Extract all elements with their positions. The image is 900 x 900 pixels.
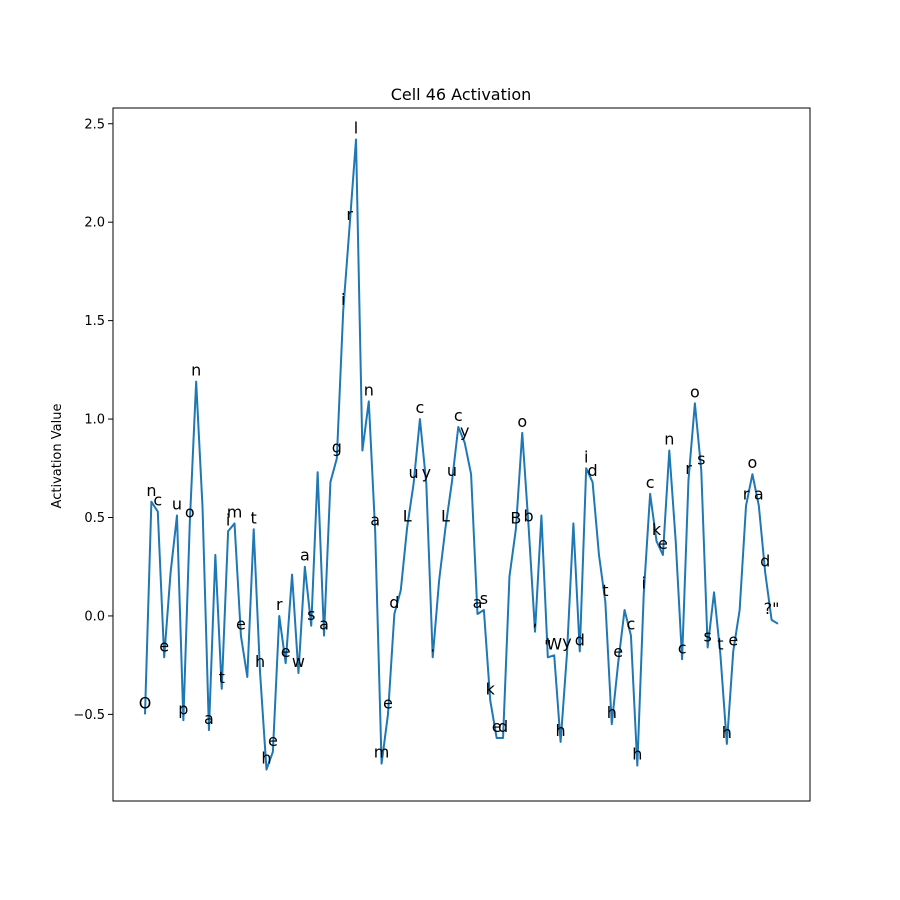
char-label: e	[728, 630, 738, 649]
activation-series-line	[144, 138, 779, 771]
char-label: o	[517, 412, 527, 431]
char-label: e	[159, 636, 169, 655]
char-label: h	[632, 745, 642, 764]
char-label: m	[227, 502, 243, 521]
char-label: r	[346, 205, 353, 224]
char-label: n	[364, 380, 374, 399]
char-label: n	[191, 361, 201, 380]
char-label: W	[546, 634, 562, 653]
char-label: r	[743, 485, 750, 504]
char-label: e	[658, 534, 668, 553]
char-label: d	[575, 630, 585, 649]
char-label: h	[607, 703, 617, 722]
y-tick-label: 1.0	[84, 413, 105, 428]
char-label: g	[332, 437, 342, 456]
char-label: n	[146, 481, 156, 500]
char-label: h	[261, 749, 271, 768]
char-label: a	[319, 615, 329, 634]
char-label: d	[588, 461, 598, 480]
char-label: O	[139, 693, 152, 712]
char-label: h	[255, 652, 265, 671]
char-label: "	[544, 636, 551, 655]
char-label: B	[510, 508, 521, 527]
char-label: i	[642, 573, 646, 592]
char-label: u	[408, 463, 418, 482]
char-label: s	[307, 605, 315, 624]
plot-frame	[112, 107, 811, 802]
char-label: o	[748, 453, 758, 472]
char-label: a	[473, 593, 483, 612]
y-tick-label: 2.0	[84, 216, 105, 231]
char-label: k	[486, 680, 496, 699]
char-label: y	[422, 463, 431, 482]
char-label: i	[226, 510, 230, 529]
char-label: c	[678, 638, 687, 657]
char-label: t	[251, 508, 257, 527]
char-label: y	[562, 632, 571, 651]
char-label: p	[178, 699, 188, 718]
y-tick-label: −0.5	[73, 708, 105, 723]
y-tick-label: 2.5	[84, 117, 105, 132]
char-label: ,	[532, 611, 537, 630]
char-label: s	[480, 589, 488, 608]
char-label: b	[524, 506, 534, 525]
char-label: u	[447, 461, 457, 480]
char-label: l	[354, 119, 358, 138]
char-label: c	[646, 473, 655, 492]
y-axis: −0.5 0.0 0.5 1.0 1.5 2.0 2.5	[73, 117, 113, 723]
char-label: w	[292, 652, 305, 671]
char-label: e	[613, 642, 623, 661]
char-label: k	[652, 520, 662, 539]
char-label: r	[685, 459, 692, 478]
char-label: m	[374, 743, 390, 762]
char-label: c	[416, 398, 425, 417]
y-axis-title: Activation Value	[50, 404, 65, 509]
char-label: t	[219, 668, 225, 687]
char-label: t	[602, 581, 608, 600]
char-label: L	[403, 506, 412, 525]
char-label: ?"	[764, 599, 780, 618]
char-label: r	[276, 595, 283, 614]
char-label: o	[185, 502, 195, 521]
char-label: c	[627, 615, 636, 634]
char-label: o	[690, 382, 700, 401]
char-label: i	[341, 290, 345, 309]
char-label: e	[492, 717, 502, 736]
y-tick-label: 0.0	[84, 609, 105, 624]
char-label: y	[460, 422, 469, 441]
char-label: e	[281, 642, 291, 661]
series-line-group	[144, 138, 779, 771]
char-label: L	[441, 506, 450, 525]
char-label: i	[584, 447, 588, 466]
char-label: a	[204, 709, 214, 728]
char-label: d	[389, 593, 399, 612]
char-label: a	[370, 510, 380, 529]
char-label: e	[236, 615, 246, 634]
char-label: e	[268, 731, 278, 750]
char-label: c	[153, 491, 162, 510]
char-label: d	[760, 552, 770, 571]
char-label: t	[717, 634, 723, 653]
char-label: u	[172, 495, 182, 514]
char-label: a	[754, 485, 764, 504]
char-label: s	[697, 449, 705, 468]
char-label: .	[430, 636, 435, 655]
char-label: d	[498, 717, 508, 736]
char-label: h	[722, 723, 732, 742]
char-label: e	[383, 693, 393, 712]
char-label: n	[664, 430, 674, 449]
char-label: s	[703, 626, 711, 645]
chart-title: Cell 46 Activation	[391, 85, 532, 104]
y-tick-label: 1.5	[84, 314, 105, 329]
char-label: c	[454, 406, 463, 425]
char-label: h	[556, 721, 566, 740]
y-tick-label: 0.5	[84, 511, 105, 526]
char-label: a	[300, 546, 310, 565]
